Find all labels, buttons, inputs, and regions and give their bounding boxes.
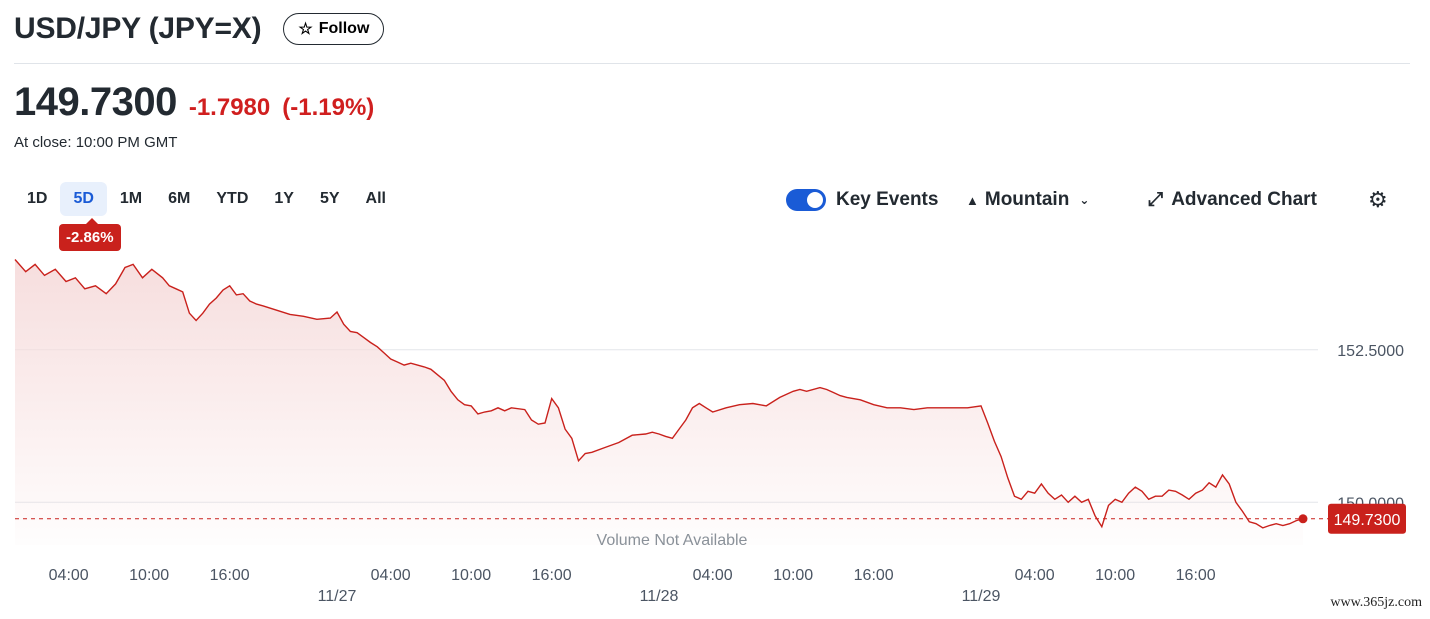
range-change-badge: -2.86% [59, 218, 121, 251]
toggle-knob [807, 192, 823, 208]
market-close-label: At close: 10:00 PM GMT [14, 134, 178, 151]
range-6m[interactable]: 6M [168, 190, 191, 207]
key-events-toggle[interactable] [786, 189, 826, 211]
price-line [14, 259, 1304, 529]
advanced-chart-label: Advanced Chart [1171, 189, 1317, 210]
last-price-label: 149.7300 [1334, 512, 1401, 529]
x-tick-label: 04:00 [693, 567, 733, 584]
follow-label: Follow [318, 20, 370, 37]
price-change-percent: (-1.19%) [282, 94, 375, 121]
advanced-chart-button[interactable]: ⤢ Advanced Chart [1148, 182, 1317, 218]
range-5y[interactable]: 5Y [319, 190, 340, 207]
gear-icon: ⚙ [1368, 187, 1388, 212]
volume-label: Volume Not Available [597, 532, 748, 549]
quote-header: USD/JPY (JPY=X) ☆ Follow [14, 12, 385, 46]
page-title: USD/JPY (JPY=X) [14, 12, 262, 45]
x-tick-label: 16:00 [210, 567, 250, 584]
price-change: -1.7980 [188, 94, 271, 121]
x-tick-label: 04:00 [371, 567, 411, 584]
x-tick-label: 16:00 [854, 567, 894, 584]
current-price: 149.7300 [14, 80, 177, 124]
range-all[interactable]: All [365, 190, 386, 207]
key-events-control[interactable]: Key Events [786, 182, 938, 218]
x-tick-label: 04:00 [1015, 567, 1055, 584]
x-date-label: 11/29 [962, 588, 1001, 605]
header-divider [14, 63, 1410, 64]
chart-type-dropdown[interactable]: ▲ Mountain ⌄ [966, 182, 1089, 218]
last-price-tag [1328, 503, 1406, 534]
price-row: 149.7300 -1.7980 (-1.19%) [14, 80, 374, 125]
last-price-dot [1298, 514, 1308, 524]
chart-type-label: Mountain [984, 189, 1070, 210]
x-tick-label: 10:00 [1095, 567, 1135, 584]
price-area [15, 259, 1303, 545]
star-icon: ☆ [298, 21, 313, 38]
x-tick-label: 16:00 [532, 567, 572, 584]
settings-button[interactable]: ⚙ [1368, 182, 1388, 218]
range-1d[interactable]: 1D [27, 190, 48, 207]
expand-icon: ⤢ [1148, 189, 1164, 210]
x-tick-label: 16:00 [1176, 567, 1216, 584]
y-tick-label: 152.5000 [1337, 343, 1404, 360]
mountain-icon: ▲ [966, 192, 979, 208]
chevron-down-icon: ⌄ [1079, 193, 1090, 207]
range-ytd[interactable]: YTD [216, 190, 249, 207]
range-selector: 1D 5D 1M 6M YTD 1Y 5Y All [14, 182, 399, 216]
key-events-label: Key Events [836, 189, 939, 210]
x-tick-label: 04:00 [49, 567, 89, 584]
range-1y[interactable]: 1Y [274, 190, 294, 207]
watermark: www.365jz.com [1330, 595, 1422, 610]
x-tick-label: 10:00 [773, 567, 813, 584]
follow-button[interactable]: ☆ Follow [283, 13, 385, 45]
x-tick-label: 10:00 [451, 567, 491, 584]
range-1m[interactable]: 1M [119, 190, 143, 207]
x-date-label: 11/27 [318, 588, 357, 605]
x-date-label: 11/28 [640, 588, 679, 605]
x-tick-label: 10:00 [129, 567, 169, 584]
range-5d[interactable]: 5D [60, 182, 107, 216]
